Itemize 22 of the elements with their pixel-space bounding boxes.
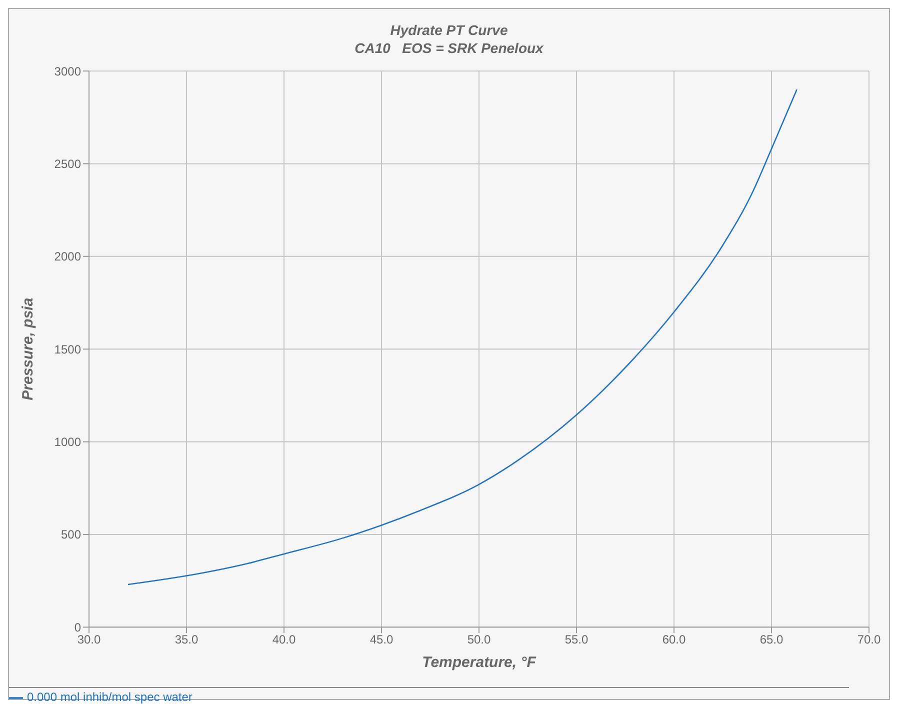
x-axis-title: Temperature, °F [422,654,537,672]
chart-subtitle: CA10 EOS = SRK Peneloux [354,39,544,57]
x-tick-label: 50.0 [467,632,491,647]
x-tick-label: 65.0 [760,632,784,647]
line-series [127,88,798,586]
y-tick-label: 1000 [54,435,82,450]
y-tick-label: 2500 [54,156,82,171]
chart-title: Hydrate PT Curve [389,21,509,39]
x-tick-label: 70.0 [857,632,881,647]
y-tick-label: 2000 [54,250,82,264]
legend-label: 0.000 mol inhib/mol spec water [27,690,192,704]
x-tick-label: 30.0 [77,632,101,647]
y-tick-label: 1500 [54,342,82,356]
x-tick-label: 60.0 [662,632,686,647]
x-tick-label: 35.0 [174,632,198,647]
y-axis-title: Pressure, psia [19,298,36,400]
x-tick-label: 40.0 [272,632,296,647]
y-tick-label: 500 [60,528,82,542]
y-tick-label: 0 [74,620,82,634]
x-tick-label: 55.0 [564,632,588,647]
y-tick-label: 3000 [54,64,82,78]
x-tick-label: 45.0 [370,632,394,647]
